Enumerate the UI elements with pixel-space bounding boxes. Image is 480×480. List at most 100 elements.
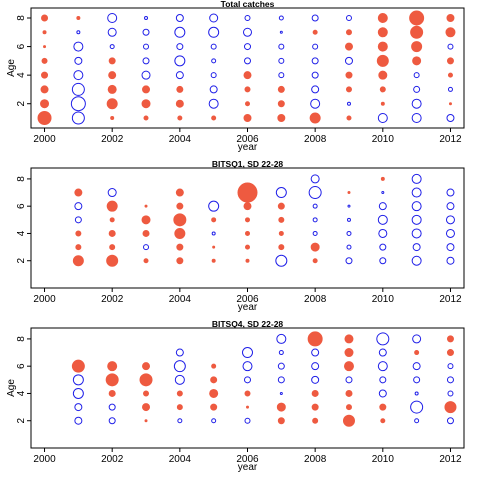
bubble-negative [211, 418, 217, 424]
bubble-negative [413, 72, 420, 79]
bubble-positive [380, 418, 386, 424]
bubble-positive [345, 71, 353, 79]
panel-title: BITSQ4, SD 22-28 [212, 319, 284, 329]
bubble-positive [175, 99, 184, 108]
bubble-negative [244, 57, 251, 65]
bubble-negative [175, 348, 184, 357]
bubble-negative [208, 98, 219, 109]
panel-title: Total catches [221, 0, 275, 9]
x-tick-label: 2008 [304, 134, 327, 145]
bubble-negative [411, 98, 422, 109]
bubble-negative [345, 376, 353, 384]
y-tick-label: 2 [16, 100, 27, 106]
bubble-positive [245, 217, 250, 223]
bubble-positive [446, 14, 455, 22]
bubble-positive [243, 71, 252, 80]
bubble-positive [75, 230, 82, 237]
bubble-negative [308, 186, 322, 200]
bubble-positive [139, 373, 153, 387]
x-tick-label: 2002 [101, 134, 124, 145]
x-tick-label: 2006 [236, 134, 259, 145]
bubble-negative [346, 217, 351, 222]
bubble-positive [245, 244, 250, 250]
bubble-positive [277, 100, 285, 108]
bubble-positive [446, 57, 454, 65]
bubble-positive [344, 42, 353, 51]
bubble-negative [243, 27, 252, 37]
bubble-negative [76, 30, 81, 35]
bubble-positive [144, 204, 148, 208]
bubble-positive [243, 114, 252, 122]
bubble-positive [144, 419, 148, 423]
bubble-negative [345, 15, 352, 21]
bubble-negative [108, 403, 116, 411]
bubble-negative [312, 203, 318, 209]
bubble-negative [312, 230, 318, 236]
bubble-negative [244, 43, 251, 51]
bubble-negative [242, 361, 253, 372]
bubble-positive [377, 41, 388, 52]
bubble-negative [312, 217, 318, 223]
bubble-negative [311, 71, 319, 79]
bubble-negative [377, 361, 388, 372]
x-tick-label: 2006 [236, 294, 259, 305]
bubble-positive [414, 350, 420, 356]
bubble-negative [142, 57, 150, 65]
x-tick-label: 2010 [372, 454, 395, 465]
bubble-negative [278, 15, 284, 21]
bubble-negative [379, 376, 387, 384]
bubble-positive [380, 101, 385, 106]
bubble-positive [245, 101, 250, 107]
bubble-negative [414, 418, 420, 424]
bubble-positive [106, 200, 118, 212]
bubble-positive [107, 361, 118, 372]
plot-frame [30, 7, 465, 129]
bubble-negative [209, 13, 219, 23]
panel-title: BITSQ1, SD 22-28 [212, 159, 284, 169]
bubble-positive [376, 54, 389, 67]
bubble-positive [43, 45, 47, 49]
bubble-positive [108, 229, 116, 237]
bubble-negative [174, 374, 185, 385]
bubble-positive [211, 363, 217, 369]
bubble-negative [411, 228, 422, 239]
bubble-negative [446, 376, 454, 384]
bubble-negative [71, 82, 85, 96]
y-axis-label: Age [6, 379, 17, 397]
bubble-positive [110, 116, 115, 120]
y-tick-label: 8 [16, 15, 27, 21]
y-tick-label: 6 [16, 203, 27, 209]
bubble-negative [209, 85, 218, 94]
bubble-positive [244, 86, 251, 93]
bubble-positive [379, 403, 387, 411]
bubble-positive [307, 331, 323, 347]
chart-panel-2: BITSQ1, SD 22-28 2000 2002 2004 2006 2008 2010… [16, 159, 465, 313]
bubble-positive [212, 245, 216, 249]
y-tick-label: 6 [16, 363, 27, 369]
bubble-negative [72, 387, 84, 399]
bubble-positive [312, 29, 318, 35]
bubble-negative [311, 348, 320, 357]
bubble-negative [175, 14, 184, 22]
bubble-positive [311, 403, 319, 411]
bubble-positive [175, 188, 184, 197]
bubble-positive [346, 115, 352, 121]
bubble-positive [380, 176, 385, 181]
bubble-negative [412, 362, 421, 371]
bubble-negative [275, 187, 287, 199]
bubble-positive [108, 57, 116, 65]
bubble-negative [312, 43, 319, 50]
bubble-negative [244, 417, 251, 424]
bubble-negative [445, 228, 455, 238]
bubble-positive [312, 417, 319, 424]
bubble-negative [211, 231, 216, 236]
bubble-positive [109, 244, 116, 251]
bubble-negative [378, 228, 388, 238]
bubble-negative [177, 418, 183, 424]
bubble-positive [277, 202, 285, 210]
x-tick-label: 2012 [439, 454, 462, 465]
bubble-negative [411, 187, 422, 198]
bubble-negative [411, 201, 422, 212]
bubble-positive [108, 389, 116, 397]
